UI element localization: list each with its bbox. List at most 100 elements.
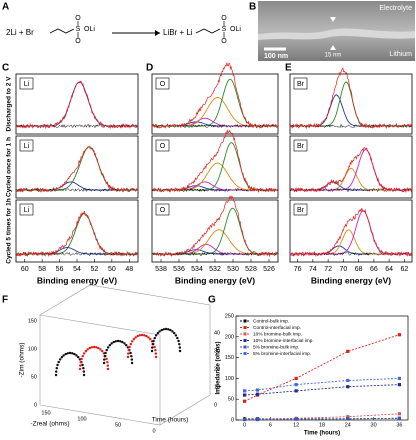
nyquist-arc (150, 327, 182, 353)
series-marker (294, 383, 298, 387)
x-tick-label: 528 (245, 266, 257, 273)
row-label: Cycled once for 1 h (6, 137, 13, 197)
element-label: Br (297, 143, 305, 150)
spectrum-envelope (15, 145, 139, 193)
legend-label: 10% bromine-bulk imp. (253, 331, 302, 337)
legend-label: Control-bulk imp. (253, 318, 289, 324)
panel-letter: F (2, 295, 8, 306)
panel-letter: D (146, 63, 153, 74)
legend-marker (243, 319, 247, 323)
x-tick-label: 530 (227, 266, 239, 273)
element-box (293, 203, 308, 216)
spectrum-envelope (289, 67, 413, 130)
spectrum-component (16, 213, 138, 255)
tick-label: 0 (152, 428, 155, 434)
scheme-atom: O (221, 15, 227, 22)
xps-frame (151, 135, 279, 199)
element-box (155, 139, 170, 152)
tick-label: 10 (214, 384, 220, 390)
series-marker (346, 378, 350, 383)
x-tick-label: 30 (371, 422, 377, 428)
spectrum-envelope (15, 210, 139, 257)
series-line (244, 417, 400, 421)
axis-label: Time (hours) (152, 417, 189, 424)
element-box (19, 77, 34, 90)
element-label: Br (297, 207, 305, 214)
legend-marker (243, 339, 247, 342)
tick-label: 100 (28, 346, 37, 352)
spectrum-envelope (15, 80, 138, 130)
spectrum-component (290, 181, 412, 191)
element-label: Li (24, 207, 30, 214)
x-tick-label: 64 (385, 266, 393, 273)
series-marker (243, 417, 247, 422)
y-tick-label: 150 (225, 355, 234, 361)
spectrum-envelope (289, 147, 413, 193)
legend-marker (243, 352, 247, 355)
tick-label: 0 (34, 402, 37, 408)
panel-letter: A (2, 2, 9, 13)
panel-letter: B (249, 2, 256, 13)
legend-marker (243, 326, 247, 329)
x-tick-label: 70 (339, 266, 347, 273)
scheme-atom: OLi (230, 26, 241, 33)
x-tick-label: 6 (269, 422, 272, 428)
scheme-text: 2Li + Br (6, 28, 34, 37)
series-marker (255, 388, 260, 392)
y-tick-label: 200 (225, 334, 234, 340)
series-marker (346, 349, 350, 353)
series-marker (397, 412, 401, 416)
series-marker (294, 376, 298, 380)
y-axis-label: Impedance (ohms) (216, 341, 222, 394)
element-box (293, 139, 308, 152)
element-label: O (160, 143, 166, 150)
y-tick-label: 50 (228, 397, 234, 403)
xps-frame (151, 73, 279, 135)
series-marker (397, 383, 401, 387)
element-box (293, 77, 308, 90)
nyquist-arc (126, 333, 158, 359)
y-tick-label: 100 (225, 376, 234, 382)
x-tick-label: 76 (294, 266, 302, 273)
series-marker (397, 333, 401, 337)
panel-letter: E (285, 63, 292, 74)
scheme-atom: S (76, 26, 81, 33)
series-marker (255, 417, 260, 422)
axis-label: -Zim (ohms) (19, 342, 26, 377)
x-tick-label: 12 (293, 422, 299, 428)
xps-frame (289, 135, 413, 199)
legend-label: 5% bromine-interfacial imp. (253, 351, 311, 357)
legend-marker (243, 332, 247, 336)
series-marker (294, 417, 298, 421)
scheme-atom: S (222, 26, 227, 33)
x-tick-label: 18 (319, 422, 325, 428)
row-label: Cycled 5 times for 1h (6, 198, 13, 263)
xps-frame (15, 73, 139, 135)
spectrum-component (152, 78, 278, 127)
spectrum-baseline (15, 123, 139, 129)
tick-label: 0 (214, 402, 217, 408)
x-tick-label: 534 (191, 266, 203, 273)
series-marker (346, 417, 350, 421)
micrograph-label: Electrolyte (379, 5, 412, 12)
element-label: Li (24, 81, 30, 88)
xps-frame (15, 135, 139, 199)
x-tick-label: 72 (324, 266, 332, 273)
x-tick-label: 56 (56, 266, 64, 273)
spectrum-component (290, 149, 412, 191)
box-3d (39, 284, 211, 426)
series-marker (397, 416, 401, 420)
nyquist-arc (54, 351, 86, 377)
nyquist-arc (78, 345, 110, 371)
scheme-atom: O (221, 38, 227, 45)
x-tick-label: 62 (400, 266, 408, 273)
tick-label: 100 (77, 416, 86, 422)
spectrum-component (290, 81, 412, 127)
x-tick-label: 60 (21, 266, 29, 273)
x-tick-label: 66 (370, 266, 378, 273)
nyquist-arc (102, 339, 134, 365)
element-box (155, 77, 170, 90)
y-tick-label: 250 (225, 313, 234, 319)
scale-bar-label: 100 nm (264, 53, 288, 60)
